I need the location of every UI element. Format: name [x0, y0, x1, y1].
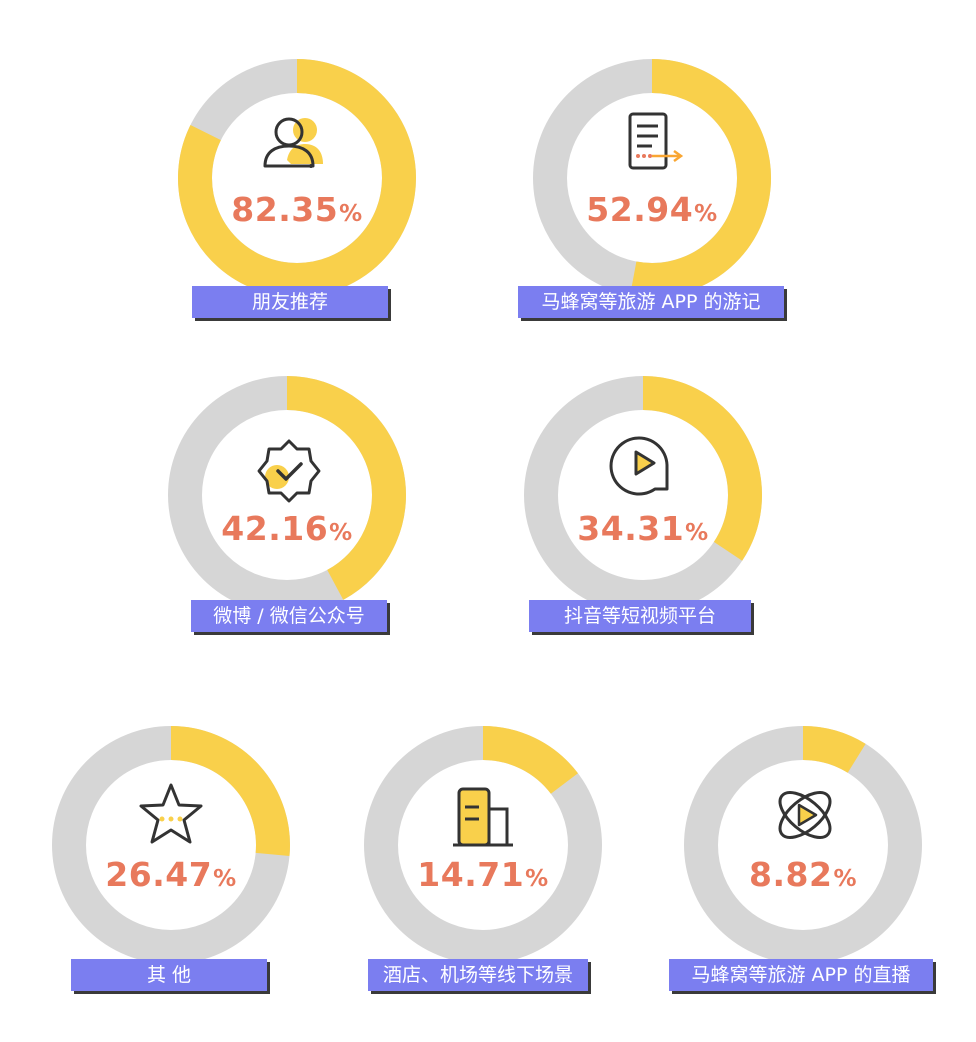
donut-ring	[52, 726, 290, 964]
category-label: 酒店、机场等线下场景	[368, 959, 588, 991]
donut-item: 42.16% 微博 / 微信公众号	[167, 375, 407, 635]
percent-unit: %	[213, 866, 237, 892]
play-icon	[609, 431, 677, 503]
category-label: 马蜂窝等旅游 APP 的游记	[518, 286, 784, 318]
percent-unit: %	[525, 866, 549, 892]
category-label: 抖音等短视频平台	[529, 600, 751, 632]
percent-value: 26.47%	[51, 855, 291, 894]
category-label: 其 他	[71, 959, 267, 991]
percent-number: 8.82	[749, 855, 833, 894]
donut-ring	[364, 726, 602, 964]
donut-value-arc	[286, 376, 406, 600]
percent-value: 42.16%	[167, 509, 407, 548]
percent-unit: %	[833, 866, 857, 892]
donut-ring	[168, 376, 406, 614]
donut-item: 52.94% 马蜂窝等旅游 APP 的游记	[518, 58, 784, 318]
donut-ring	[533, 59, 771, 297]
category-label: 马蜂窝等旅游 APP 的直播	[669, 959, 933, 991]
building-icon	[449, 783, 517, 853]
donut-value-arc	[178, 59, 416, 297]
percent-number: 34.31	[577, 509, 685, 548]
donut-value-arc	[170, 726, 290, 856]
percent-number: 52.94	[586, 190, 694, 229]
category-label: 微博 / 微信公众号	[191, 600, 387, 632]
donut-item: 26.47% 其 他	[51, 725, 291, 995]
donut-ring	[684, 726, 922, 964]
star-icon	[137, 781, 205, 851]
percent-unit: %	[694, 201, 718, 227]
percent-value: 34.31%	[523, 509, 763, 548]
people-icon	[261, 110, 333, 176]
percent-number: 26.47	[105, 855, 213, 894]
percent-value: 82.35%	[177, 190, 417, 229]
donut-item: 8.82% 马蜂窝等旅游 APP 的直播	[669, 725, 933, 995]
percent-value: 8.82%	[683, 855, 923, 894]
donut-value-arc	[642, 376, 762, 561]
live-orbit-icon	[771, 781, 839, 853]
donut-value-arc	[802, 726, 866, 774]
percent-unit: %	[685, 520, 709, 546]
category-label: 朋友推荐	[192, 286, 388, 318]
document-icon	[622, 110, 692, 180]
percent-unit: %	[329, 520, 353, 546]
percent-value: 14.71%	[363, 855, 603, 894]
donut-ring	[524, 376, 762, 614]
verified-badge-icon	[255, 437, 323, 509]
percent-number: 82.35	[231, 190, 339, 229]
percent-unit: %	[339, 201, 363, 227]
percent-number: 42.16	[221, 509, 329, 548]
donut-item: 82.35% 朋友推荐	[177, 58, 417, 318]
donut-item: 34.31% 抖音等短视频平台	[523, 375, 763, 635]
donut-ring	[178, 59, 416, 297]
donut-value-arc	[482, 726, 578, 795]
donut-value-arc	[630, 59, 771, 297]
percent-value: 52.94%	[532, 190, 772, 229]
percent-number: 14.71	[417, 855, 525, 894]
donut-item: 14.71% 酒店、机场等线下场景	[363, 725, 603, 995]
